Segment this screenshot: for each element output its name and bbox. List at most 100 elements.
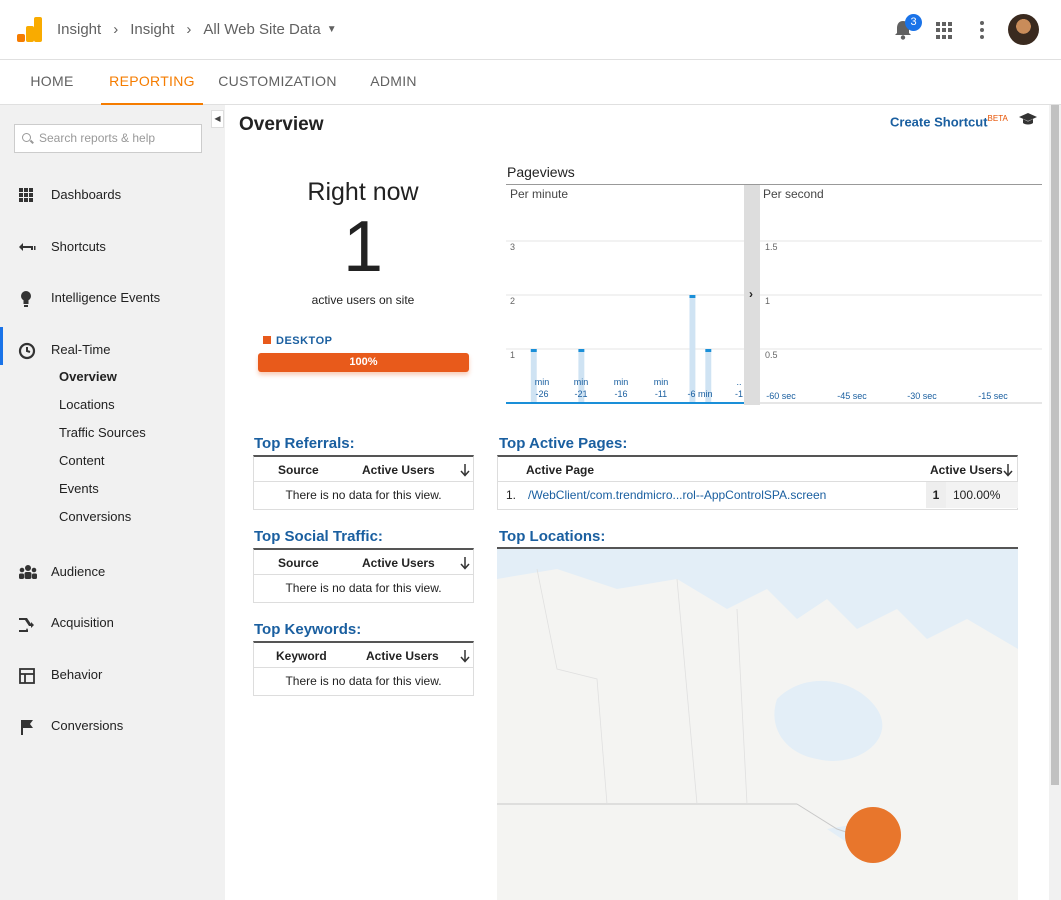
sidebar-item-behavior[interactable]: Behavior	[0, 660, 225, 690]
x-tick-label-bottom: -26	[535, 389, 548, 399]
x-tick-label-bottom: -21	[574, 389, 587, 399]
tab-reporting[interactable]: REPORTING	[101, 60, 203, 105]
x-tick-label-right: -15 sec	[978, 391, 1008, 401]
sort-down-icon[interactable]	[460, 649, 470, 663]
top-locations-map[interactable]	[497, 547, 1018, 900]
x-tick-label-right: -30 sec	[907, 391, 937, 401]
create-shortcut-link[interactable]: Create ShortcutBETA	[890, 114, 1008, 129]
active-users-percent: 100.00%	[946, 482, 1018, 508]
sidebar-subitem-conversions[interactable]: Conversions	[59, 509, 132, 524]
sidebar-item-real-time[interactable]: Real-Time	[0, 327, 225, 365]
sidebar-item-dashboards[interactable]: Dashboards	[0, 180, 225, 210]
pageview-bar-cap	[530, 349, 537, 352]
shortcut-icon	[18, 239, 36, 255]
lightbulb-icon	[18, 290, 36, 307]
column-source[interactable]: Source	[278, 556, 319, 570]
page-scrollbar[interactable]	[1049, 105, 1061, 900]
beta-badge: BETA	[987, 114, 1008, 123]
sidebar-item-acquisition[interactable]: Acquisition	[0, 608, 225, 638]
column-keyword[interactable]: Keyword	[276, 649, 327, 663]
sidebar-item-intelligence-events[interactable]: Intelligence Events	[0, 283, 225, 313]
sort-down-icon[interactable]	[1003, 463, 1013, 477]
sidebar-item-audience[interactable]: Audience	[0, 557, 225, 587]
graduation-cap-icon[interactable]	[1018, 112, 1038, 126]
sidebar-item-shortcuts[interactable]: Shortcuts	[0, 232, 225, 262]
acquisition-icon	[18, 615, 36, 632]
active-users-value: 1	[926, 482, 946, 508]
sidebar-subitem-events[interactable]: Events	[59, 481, 99, 496]
notifications-bell-icon[interactable]: 3	[893, 14, 922, 41]
hudson-bay	[774, 680, 883, 761]
more-options-icon[interactable]	[980, 21, 984, 39]
sort-down-icon[interactable]	[460, 463, 470, 477]
collapse-sidebar-icon[interactable]: ◀	[211, 110, 224, 128]
search-input[interactable]: Search reports & help	[14, 124, 202, 153]
analytics-logo-icon[interactable]	[17, 17, 42, 42]
column-active-users[interactable]: Active Users	[366, 649, 439, 663]
active-page-link[interactable]: /WebClient/com.trendmicro...rol--AppCont…	[528, 488, 827, 502]
breadcrumb: Insight › Insight › All Web Site Data ▼	[57, 21, 337, 38]
tab-admin[interactable]: ADMIN	[370, 73, 417, 89]
x-tick-label-bottom: -6 min	[687, 389, 712, 399]
chart-divider[interactable]	[744, 185, 760, 405]
sort-down-icon[interactable]	[460, 556, 470, 570]
sidebar-item-label: Audience	[51, 564, 106, 579]
table-header: Source Active Users	[254, 457, 473, 482]
table-header: Keyword Active Users	[254, 643, 473, 668]
column-active-page[interactable]: Active Page	[526, 463, 595, 477]
top-referrals-title: Top Referrals:	[254, 435, 355, 452]
device-share-bar: 100%	[258, 353, 469, 372]
dropdown-caret-icon[interactable]: ▼	[326, 24, 337, 35]
top-bar: Insight › Insight › All Web Site Data ▼ …	[0, 0, 1061, 60]
x-tick-label-bottom: -1	[735, 389, 743, 399]
notification-count-badge: 3	[905, 14, 922, 31]
active-users-count: 1	[342, 207, 384, 287]
sidebar-item-label: Intelligence Events	[51, 290, 161, 305]
dashboard-icon	[18, 187, 36, 203]
map-svg	[497, 549, 1018, 900]
tab-customization[interactable]: CUSTOMIZATION	[218, 73, 337, 89]
location-bubble[interactable]	[845, 807, 901, 863]
user-avatar[interactable]	[1008, 14, 1039, 45]
column-active-users[interactable]: Active Users	[362, 556, 435, 570]
x-tick-label-top: min	[654, 377, 669, 387]
pageviews-chart-svg: › Per minute Per second 3 2 1 1.5 1 0.5 min -…	[506, 184, 1042, 405]
x-tick-label-top: min	[574, 377, 589, 387]
chevron-right-icon: ›	[113, 21, 119, 38]
top-referrals-table: Source Active Users There is no data for…	[253, 455, 474, 510]
breadcrumb-view[interactable]: All Web Site Data	[203, 21, 321, 38]
column-active-users[interactable]: Active Users	[930, 463, 1003, 477]
table-header: Source Active Users	[254, 550, 473, 575]
tab-home[interactable]: HOME	[30, 73, 74, 89]
y-tick-label-left: 1	[510, 350, 515, 360]
sidebar-subitem-locations[interactable]: Locations	[59, 397, 115, 412]
sidebar-subitem-traffic-sources[interactable]: Traffic Sources	[59, 425, 146, 440]
y-tick-label-right: 1.5	[765, 242, 778, 252]
pageview-bar-cap	[578, 349, 585, 352]
table-row: 1. /WebClient/com.trendmicro...rol--AppC…	[498, 482, 1018, 508]
pageviews-title: Pageviews	[507, 164, 575, 180]
sidebar	[0, 105, 225, 900]
pageview-bar-cap	[689, 295, 696, 298]
sidebar-subitem-overview[interactable]: Overview	[59, 369, 117, 384]
y-tick-label-left: 2	[510, 296, 515, 306]
device-legend-desktop: DESKTOP	[263, 335, 332, 347]
pageview-bar	[578, 349, 585, 403]
breadcrumb-account[interactable]: Insight	[57, 21, 102, 38]
pageview-bar	[530, 349, 537, 403]
sidebar-item-conversions[interactable]: Conversions	[0, 711, 225, 741]
breadcrumb-property[interactable]: Insight	[130, 21, 175, 38]
x-tick-label-right: -45 sec	[837, 391, 867, 401]
x-tick-label-top: ..	[736, 377, 741, 387]
top-active-pages-table: Active Page Active Users 1. /WebClient/c…	[497, 455, 1018, 510]
top-active-pages-title: Top Active Pages:	[499, 435, 628, 452]
sidebar-item-label: Behavior	[51, 667, 103, 682]
scrollbar-thumb[interactable]	[1051, 105, 1059, 785]
column-source[interactable]: Source	[278, 463, 319, 477]
x-tick-label-bottom: -16	[614, 389, 627, 399]
sidebar-subitem-content[interactable]: Content	[59, 453, 105, 468]
x-tick-label-bottom: -11	[655, 389, 667, 399]
apps-grid-icon[interactable]	[936, 22, 953, 39]
column-active-users[interactable]: Active Users	[362, 463, 435, 477]
chart-expand-arrow-icon[interactable]: ›	[749, 287, 753, 301]
